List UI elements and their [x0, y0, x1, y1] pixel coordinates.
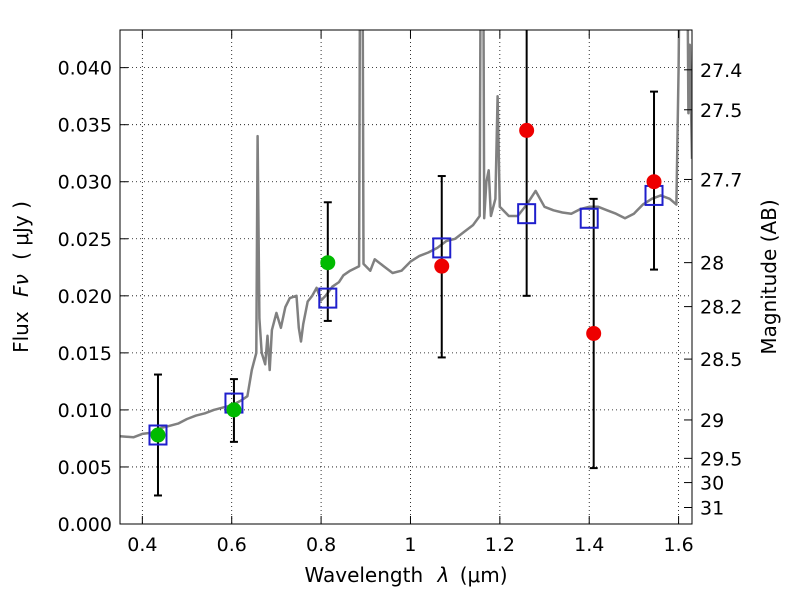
grid-lines — [120, 30, 692, 524]
observed-point-red — [646, 174, 662, 190]
y-tick-label: 0.040 — [58, 58, 112, 80]
model-point — [148, 424, 168, 446]
y-axis-right: 27.4 27.5 27.7 28 28.2 28.5 29 29.5 30 31 — [684, 60, 742, 520]
y2-tick-label: 31 — [700, 498, 724, 520]
observed-point-red — [586, 325, 602, 341]
model-point — [579, 207, 599, 229]
y2-tick-label: 28.2 — [700, 297, 742, 319]
y2-tick-label: 29.5 — [700, 448, 742, 470]
spectrum-layer — [120, 30, 692, 439]
x-tick-label: 1.4 — [574, 534, 604, 556]
y-axis-title-text: Flux — [9, 311, 33, 353]
y2-tick-label: 29 — [700, 410, 724, 432]
observed-point-green — [226, 402, 242, 418]
y2-tick-label: 27.7 — [700, 169, 742, 191]
y-axis-title: Flux Fν ( μJy ) — [9, 201, 33, 353]
y2-tick-label: 28 — [700, 253, 724, 275]
y-axis-title-symbol: Fν — [9, 274, 33, 297]
observed-points-layer — [150, 122, 662, 443]
x-axis-title-symbol: λ — [437, 563, 450, 587]
y-tick-label: 0.030 — [58, 172, 112, 194]
x-tick-label: 0.4 — [127, 534, 157, 556]
x-tick-label: 0.8 — [306, 534, 336, 556]
y2-tick-label: 30 — [700, 473, 724, 495]
observed-point-red — [434, 258, 450, 274]
y-axis-title-unit: ( μJy ) — [9, 201, 33, 260]
y-tick-label: 0.005 — [58, 457, 112, 479]
observed-point-red — [519, 122, 535, 138]
y2-tick-label: 27.5 — [700, 100, 742, 122]
x-axis-title-unit: (μm) — [460, 563, 508, 587]
y2-tick-label: 28.5 — [700, 349, 742, 371]
x-tick-label: 0.6 — [217, 534, 247, 556]
model-point — [318, 287, 338, 309]
observed-point-green — [150, 427, 166, 443]
y-tick-label: 0.025 — [58, 229, 112, 251]
y-tick-label: 0.035 — [58, 115, 112, 137]
x-axis-title: Wavelength λ (μm) — [304, 563, 507, 587]
y2-tick-label: 27.4 — [700, 60, 742, 82]
model-point — [432, 237, 452, 259]
y-axis-left: 0.000 0.005 0.010 0.015 0.020 0.025 0.030 0.035… — [58, 58, 128, 536]
model-points-layer — [148, 184, 664, 446]
x-tick-label: 1.2 — [485, 534, 515, 556]
y2-axis-title: Magnitude (AB) — [757, 199, 781, 354]
x-tick-label: 1 — [404, 534, 416, 556]
spectrum-line — [120, 30, 692, 439]
plot-frame — [119, 29, 693, 525]
y-tick-label: 0.010 — [58, 400, 112, 422]
y-tick-label: 0.015 — [58, 343, 112, 365]
model-point — [517, 203, 537, 225]
observed-point-green — [320, 255, 336, 271]
x-tick-label: 1.6 — [663, 534, 693, 556]
y-tick-label: 0.020 — [58, 286, 112, 308]
plot-background — [120, 30, 692, 524]
y-tick-label: 0.000 — [58, 514, 112, 536]
x-axis-title-text: Wavelength — [304, 563, 423, 587]
x-axis: 0.4 0.6 0.8 1 1.2 1.4 1.6 — [127, 30, 694, 556]
